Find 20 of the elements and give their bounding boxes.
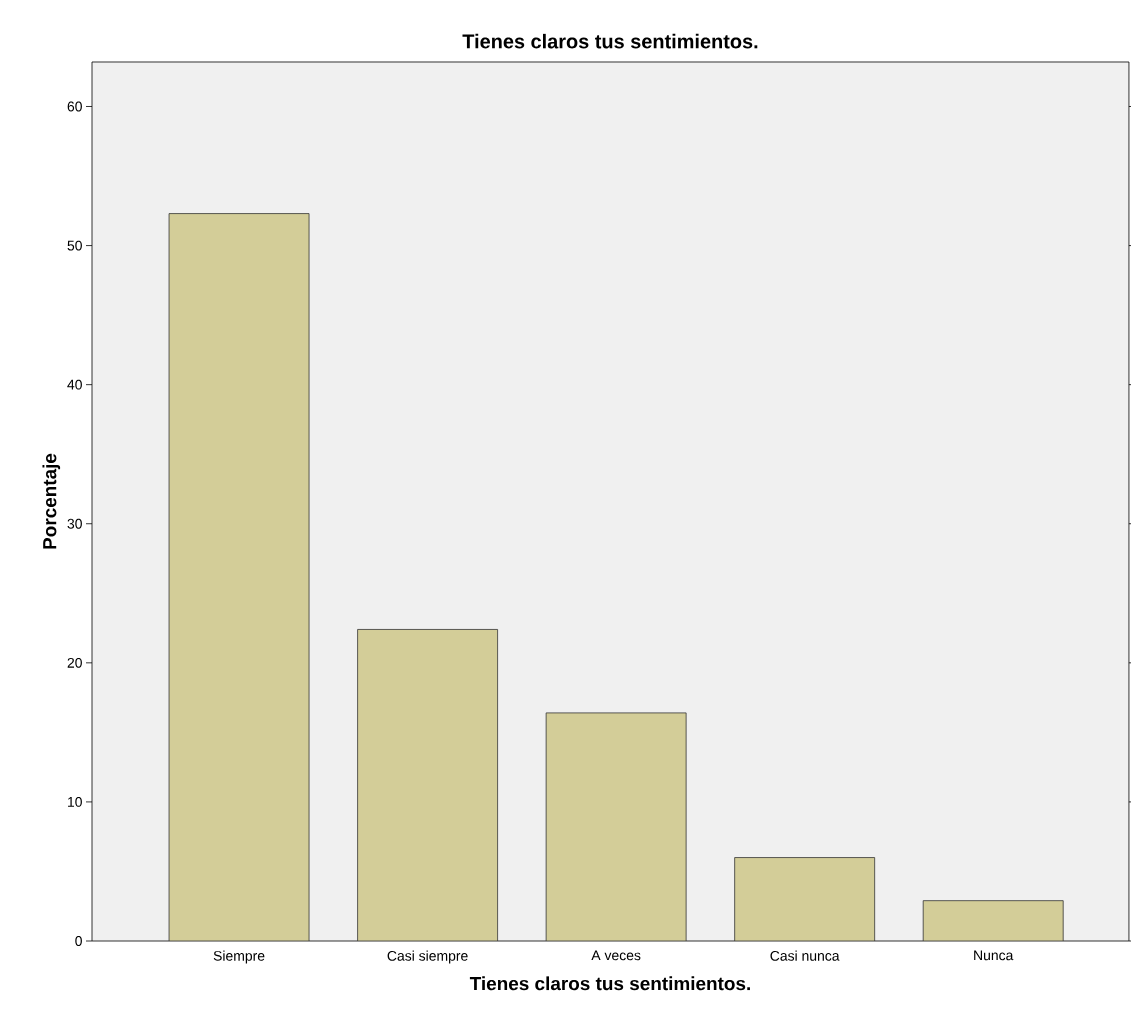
bar: [734, 857, 876, 941]
bar: [922, 900, 1064, 941]
y-tick-label: 20: [67, 657, 82, 668]
bar: [545, 712, 687, 941]
y-tick-label: 0: [75, 936, 82, 946]
y-tick-label: 10: [68, 796, 82, 807]
y-tick-label: 60: [67, 101, 82, 112]
y-tick-label: 50: [67, 240, 82, 251]
x-tick-label: Siempre: [213, 950, 265, 964]
bar: [357, 629, 498, 941]
x-tick-label: Nunca: [974, 950, 1014, 961]
x-tick-label: A veces: [591, 950, 641, 961]
chart-title: Tienes claros tus sentimientos.: [462, 33, 758, 49]
y-tick-label: 30: [67, 518, 82, 529]
x-axis-title: Tienes claros tus sentimientos.: [469, 976, 750, 991]
bar: [169, 213, 310, 941]
x-tick-label: Casi nunca: [770, 950, 840, 961]
y-tick-label: 40: [67, 379, 82, 390]
y-axis-title: Porcentaje: [42, 453, 61, 549]
x-tick-label: Casi siempre: [387, 950, 468, 964]
